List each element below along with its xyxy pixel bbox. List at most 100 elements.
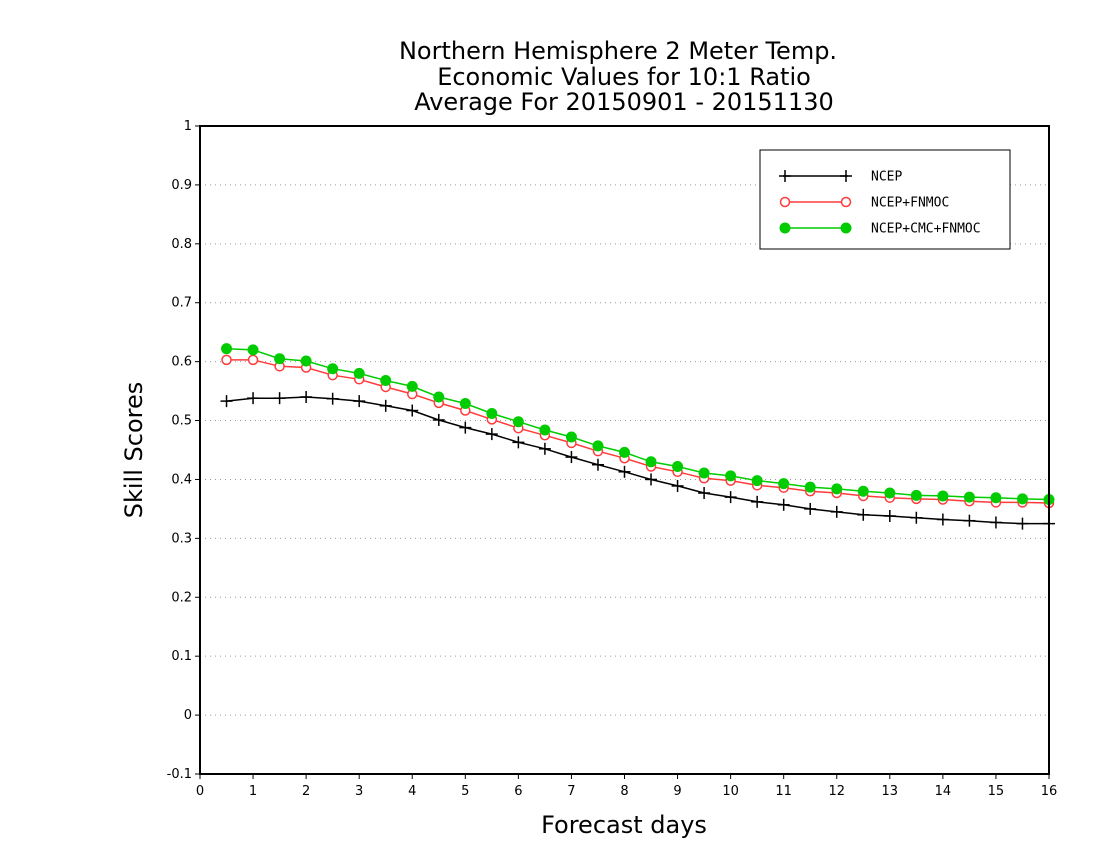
series-3-point bbox=[327, 363, 339, 375]
series-line-1 bbox=[226, 396, 1049, 525]
x-tick-label: 0 bbox=[196, 784, 204, 799]
x-tick-label: 3 bbox=[355, 784, 363, 799]
series-1-point bbox=[804, 502, 817, 515]
series-line-2 bbox=[226, 359, 1050, 504]
series-1-point bbox=[671, 479, 684, 492]
y-tick-label: 0.5 bbox=[171, 414, 192, 429]
series-1-point bbox=[220, 395, 233, 408]
series-3-point bbox=[804, 481, 816, 493]
series-3-point bbox=[512, 416, 524, 428]
series-2-point bbox=[247, 354, 259, 366]
series-1-point bbox=[326, 392, 339, 405]
series-3-point bbox=[778, 478, 790, 490]
x-tick-label: 11 bbox=[775, 784, 792, 799]
series-3-point bbox=[698, 467, 710, 479]
x-tick-label: 10 bbox=[722, 784, 739, 799]
series-1-point bbox=[273, 392, 286, 405]
series-1-point bbox=[379, 399, 392, 412]
series-3-point bbox=[963, 491, 975, 503]
legend-label-1: NCEP bbox=[871, 170, 902, 185]
x-tick-label: 5 bbox=[461, 784, 469, 799]
series-1-point bbox=[406, 404, 419, 417]
series-1-point bbox=[645, 473, 658, 486]
series-3-point bbox=[725, 470, 737, 482]
x-tick-label: 6 bbox=[514, 784, 522, 799]
series-1-point bbox=[300, 390, 313, 403]
x-tick-label: 4 bbox=[408, 784, 416, 799]
y-tick-label: 0.7 bbox=[171, 296, 192, 311]
series-1-point bbox=[857, 508, 870, 521]
series-3-point bbox=[300, 355, 312, 367]
series-1-point bbox=[883, 509, 896, 522]
y-tick-label: 0 bbox=[184, 708, 192, 723]
legend-marker-3 bbox=[779, 222, 791, 234]
series-1-point bbox=[565, 451, 578, 464]
series-2-point bbox=[221, 354, 232, 366]
series-line-3 bbox=[226, 347, 1050, 501]
y-tick-label: 0.4 bbox=[171, 472, 192, 487]
legend-marker-2 bbox=[840, 196, 852, 208]
series-1-point bbox=[698, 487, 711, 500]
series-1-point bbox=[1016, 517, 1029, 530]
series-1-point bbox=[353, 395, 366, 408]
y-tick-label: 0.2 bbox=[171, 590, 192, 605]
y-tick-label: 0.9 bbox=[171, 178, 192, 193]
legend-marker-2 bbox=[779, 196, 791, 208]
series-1-point bbox=[936, 513, 949, 526]
x-tick-label: 8 bbox=[620, 784, 628, 799]
y-axis-label: Skill Scores bbox=[120, 382, 148, 519]
legend-box bbox=[759, 149, 1011, 250]
series-1-point bbox=[485, 428, 498, 441]
series-3-point bbox=[1016, 493, 1028, 505]
x-tick-label: 13 bbox=[882, 784, 899, 799]
x-tick-label: 15 bbox=[988, 784, 1005, 799]
title-line-3: Average For 20150901 - 20151130 bbox=[414, 88, 834, 116]
series-3-point bbox=[459, 397, 471, 409]
y-tick-label: 0.3 bbox=[171, 531, 192, 546]
series-3-point bbox=[645, 456, 657, 468]
legend-label-3: NCEP+CMC+FNMOC bbox=[871, 222, 981, 237]
series-3-point bbox=[433, 391, 445, 403]
x-axis-label: Forecast days bbox=[541, 811, 707, 839]
series-3-point bbox=[592, 440, 604, 452]
series-3-point bbox=[565, 431, 577, 443]
series-3-point bbox=[539, 424, 551, 436]
y-tick-label: 1 bbox=[184, 119, 192, 134]
x-tick-label: 1 bbox=[249, 784, 257, 799]
y-tick-label: -0.1 bbox=[167, 767, 192, 782]
chart-title: Northern Hemisphere 2 Meter Temp. Econom… bbox=[399, 37, 837, 116]
y-axis: -0.1 0 0.1 0.2 0.3 0.4 0.5 0.6 0.7 0.8 0.9 1 bbox=[167, 119, 200, 782]
series-3-point bbox=[274, 353, 286, 365]
series-3-point bbox=[751, 475, 763, 487]
series-1-point bbox=[777, 498, 790, 511]
series-1-point bbox=[459, 421, 472, 434]
series-lines bbox=[226, 347, 1050, 525]
series-1-point bbox=[963, 514, 976, 527]
legend-label-2: NCEP+FNMOC bbox=[871, 196, 949, 211]
series-1-point bbox=[538, 442, 551, 455]
x-axis: 0 1 2 3 4 5 6 7 8 9 10 11 12 13 14 15 16 bbox=[196, 774, 1057, 799]
series-3-point bbox=[406, 380, 418, 392]
x-tick-label: 2 bbox=[302, 784, 310, 799]
series-3-point bbox=[910, 489, 922, 501]
series-1-point bbox=[247, 392, 260, 405]
series-3-point bbox=[353, 367, 365, 379]
series-1-point bbox=[830, 505, 843, 518]
series-3-point bbox=[672, 460, 684, 472]
series-1-point bbox=[432, 413, 445, 426]
series-3-point bbox=[486, 407, 498, 419]
series-3-point bbox=[247, 344, 259, 356]
series-1-point bbox=[512, 436, 525, 449]
series-1-point bbox=[751, 495, 764, 508]
x-tick-label: 16 bbox=[1041, 784, 1058, 799]
legend-marker-1 bbox=[840, 170, 852, 182]
series-3-point bbox=[380, 374, 392, 386]
x-tick-label: 9 bbox=[673, 784, 681, 799]
series-1-point bbox=[724, 491, 737, 504]
series-3-point bbox=[884, 487, 896, 499]
series-3-point bbox=[221, 343, 233, 355]
title-line-1: Northern Hemisphere 2 Meter Temp. bbox=[399, 37, 837, 65]
series-1-point bbox=[910, 511, 923, 524]
series-1-point bbox=[989, 516, 1002, 529]
y-tick-label: 0.8 bbox=[171, 237, 192, 252]
